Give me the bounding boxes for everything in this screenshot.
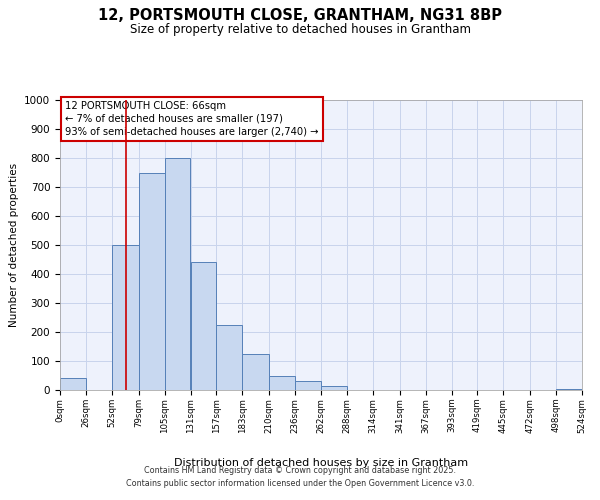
Bar [321, 386, 347, 390]
Bar [242, 354, 269, 390]
Bar [217, 325, 242, 390]
Bar [295, 382, 321, 390]
Bar [60, 378, 86, 390]
Text: 12, PORTSMOUTH CLOSE, GRANTHAM, NG31 8BP: 12, PORTSMOUTH CLOSE, GRANTHAM, NG31 8BP [98, 8, 502, 22]
Bar [112, 245, 139, 390]
Bar [139, 172, 164, 390]
Bar [556, 388, 582, 390]
Text: Size of property relative to detached houses in Grantham: Size of property relative to detached ho… [130, 22, 470, 36]
Bar [269, 376, 295, 390]
Bar [191, 262, 217, 390]
Text: 12 PORTSMOUTH CLOSE: 66sqm
← 7% of detached houses are smaller (197)
93% of semi: 12 PORTSMOUTH CLOSE: 66sqm ← 7% of detac… [65, 100, 319, 137]
Bar [164, 158, 190, 390]
Text: Distribution of detached houses by size in Grantham: Distribution of detached houses by size … [174, 458, 468, 468]
Text: Contains HM Land Registry data © Crown copyright and database right 2025.
Contai: Contains HM Land Registry data © Crown c… [126, 466, 474, 487]
Y-axis label: Number of detached properties: Number of detached properties [8, 163, 19, 327]
